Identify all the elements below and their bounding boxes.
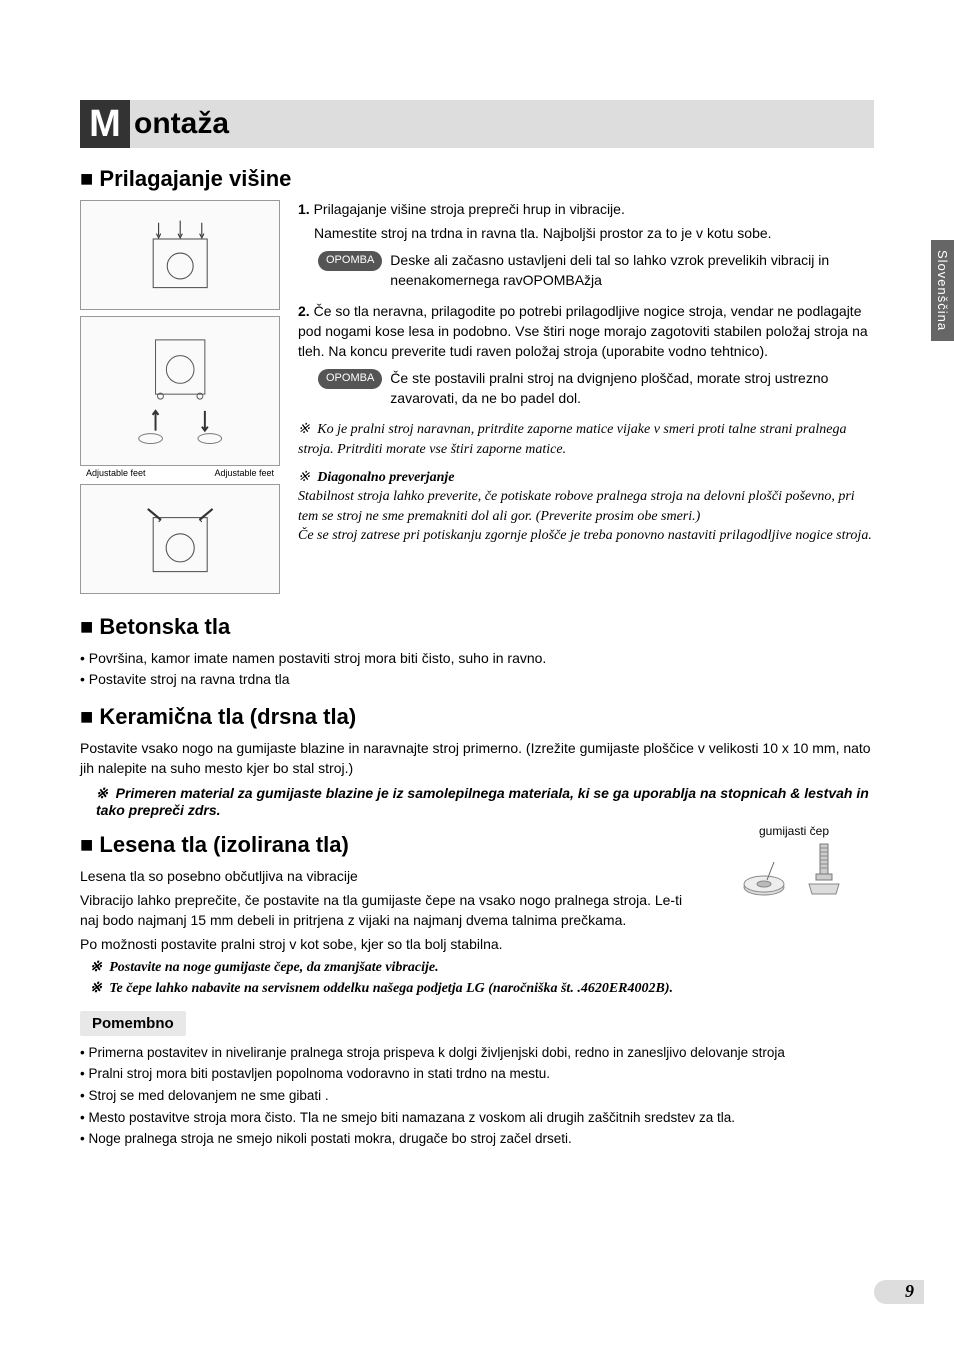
diagonal-p2: Če se stroj zatrese pri potiskanju zgorn…	[298, 528, 872, 543]
step-1-text-b: Namestite stroj na trdna in ravna tla. N…	[314, 224, 772, 244]
important-i3: Stroj se med delovanjem ne sme gibati .	[80, 1085, 874, 1107]
ceramic-tip: ※ Primeren material za gumijaste blazine…	[96, 785, 874, 818]
ceramic-tip-text: Primeren material za gumijaste blazine j…	[96, 785, 869, 818]
note-badge: OPOMBA	[318, 251, 382, 270]
lock-nuts-tip-text: Ko je pralni stroj naravnan, pritrdite z…	[298, 422, 846, 457]
page-content: M ontaža Prilagajanje višine Adjustable …	[0, 0, 954, 1210]
illustration-column: Adjustable feet Adjustable feet	[80, 200, 280, 600]
step-2-text: Če so tla neravna, prilagodite po potreb…	[298, 303, 868, 358]
step-2: 2. Če so tla neravna, prilagodite po pot…	[298, 302, 874, 408]
wood-tip2-text: Te čepe lahko nabavite na servisnem odde…	[109, 981, 673, 996]
washer-top-arrows-figure	[80, 200, 280, 310]
concrete-b1: Površina, kamor imate namen postaviti st…	[80, 648, 874, 669]
height-adjust-row: Adjustable feet Adjustable feet 1. Prila…	[80, 200, 874, 600]
concrete-list: Površina, kamor imate namen postaviti st…	[80, 648, 874, 690]
section-heading-ceramic: Keramična tla (drsna tla)	[80, 704, 874, 730]
washer-feet-figure	[80, 316, 280, 466]
important-i5: Noge pralnega stroja ne smejo nikoli pos…	[80, 1128, 874, 1150]
step-1: 1. Prilagajanje višine stroja prepreči h…	[298, 200, 874, 290]
diagonal-p1: Stabilnost stroja lahko preverite, če po…	[298, 489, 855, 524]
title-rest: ontaža	[130, 100, 874, 148]
ceramic-paragraph: Postavite vsako nogo na gumijaste blazin…	[80, 738, 874, 779]
lock-nuts-tip: ※ Ko je pralni stroj naravnan, pritrdite…	[298, 420, 874, 459]
note-2-row: OPOMBA Če ste postavili pralni stroj na …	[318, 369, 874, 408]
note-badge-2: OPOMBA	[318, 369, 382, 388]
step-2-num: 2.	[298, 303, 310, 319]
title-initial: M	[80, 100, 130, 148]
star-marker-5: ※	[90, 981, 102, 996]
adjustable-feet-label-right: Adjustable feet	[214, 468, 274, 478]
section-heading-height: Prilagajanje višine	[80, 166, 874, 192]
feet-labels: Adjustable feet Adjustable feet	[86, 468, 274, 478]
important-label: Pomembno	[80, 1011, 186, 1036]
star-marker-3: ※	[96, 785, 108, 801]
concrete-b2: Postavite stroj na ravna trdna tla	[80, 669, 874, 690]
star-marker-4: ※	[90, 960, 102, 975]
important-list: Primerna postavitev in niveliranje praln…	[80, 1042, 874, 1150]
note-1-row: OPOMBA Deske ali začasno ustavljeni deli…	[318, 251, 874, 290]
diagonal-check: ※ Diagonalno preverjanje Stabilnost stro…	[298, 468, 874, 546]
page-number-bg	[874, 1280, 924, 1304]
adjustable-feet-label-left: Adjustable feet	[86, 468, 146, 478]
note-2-text: Če ste postavili pralni stroj na dvignje…	[390, 369, 874, 408]
rubber-cup-figure: gumijasti čep	[714, 824, 874, 906]
important-i2: Pralni stroj mora biti postavljen popoln…	[80, 1063, 874, 1085]
step-1-num: 1.	[298, 201, 310, 217]
step-1-text-a: Prilagajanje višine stroja prepreči hrup…	[314, 201, 625, 217]
wood-tip1: ※ Postavite na noge gumijaste čepe, da z…	[90, 959, 874, 976]
note-1-text: Deske ali začasno ustavljeni deli tal so…	[390, 251, 874, 290]
star-marker: ※	[298, 422, 310, 437]
rubber-cup-label: gumijasti čep	[759, 824, 829, 838]
page-number: 9	[905, 1281, 914, 1302]
diagonal-heading: Diagonalno preverjanje	[317, 470, 454, 485]
important-i4: Mesto postavitve stroja mora čisto. Tla …	[80, 1107, 874, 1129]
section-heading-concrete: Betonska tla	[80, 614, 874, 640]
star-marker-2: ※	[298, 470, 310, 485]
page-title-bar: M ontaža	[80, 100, 874, 148]
wood-p3: Po možnosti postavite pralni stroj v kot…	[80, 934, 874, 954]
important-i1: Primerna postavitev in niveliranje praln…	[80, 1042, 874, 1064]
height-adjust-text: 1. Prilagajanje višine stroja prepreči h…	[298, 200, 874, 600]
wood-tip1-text: Postavite na noge gumijaste čepe, da zma…	[109, 960, 438, 975]
wood-tip2: ※ Te čepe lahko nabavite na servisnem od…	[90, 980, 874, 997]
washer-diagonal-figure	[80, 484, 280, 594]
